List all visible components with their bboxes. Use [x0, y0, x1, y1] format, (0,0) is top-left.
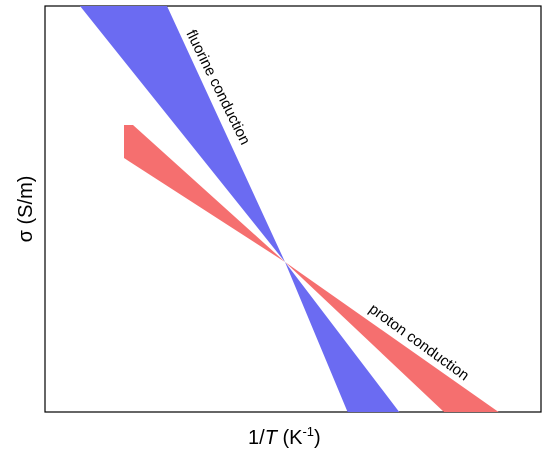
x-axis-label-prefix: 1/ — [248, 427, 265, 449]
x-axis-label-unit-close: ) — [314, 427, 321, 449]
x-axis-label: 1/T (K-1) — [248, 424, 321, 449]
y-axis-label: σ (S/m) — [15, 176, 37, 243]
proton-conduction-band — [124, 125, 499, 412]
x-axis-label-variable: T — [265, 427, 279, 449]
fluorine-conduction-band — [80, 6, 400, 412]
x-axis-label-exponent: -1 — [302, 424, 314, 439]
plot-frame — [44, 5, 542, 413]
x-axis-label-unit-open: (K — [277, 427, 303, 449]
